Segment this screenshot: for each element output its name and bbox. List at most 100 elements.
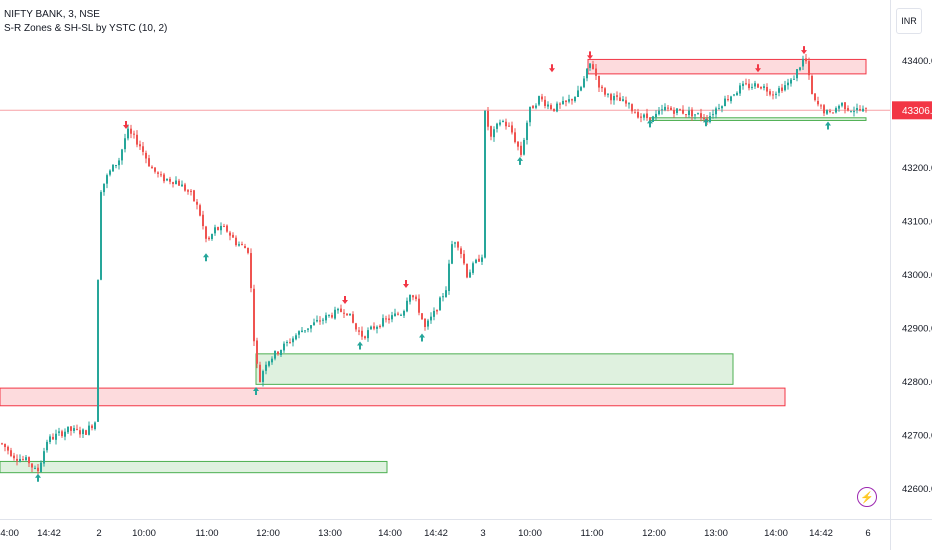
candle-153[interactable] bbox=[460, 248, 462, 254]
candle-150[interactable] bbox=[451, 244, 453, 264]
candle-270[interactable] bbox=[811, 75, 813, 94]
candle-193[interactable] bbox=[580, 87, 582, 91]
candle-104[interactable] bbox=[313, 322, 315, 326]
candle-16[interactable] bbox=[49, 436, 51, 443]
candle-184[interactable] bbox=[553, 108, 555, 111]
candle-107[interactable] bbox=[322, 319, 324, 321]
candle-205[interactable] bbox=[616, 95, 618, 97]
candle-97[interactable] bbox=[292, 338, 294, 343]
candle-227[interactable] bbox=[682, 109, 684, 114]
candle-262[interactable] bbox=[787, 82, 789, 86]
candle-77[interactable] bbox=[232, 234, 234, 238]
candle-63[interactable] bbox=[190, 190, 192, 192]
candle-245[interactable] bbox=[736, 92, 738, 96]
candle-286[interactable] bbox=[859, 109, 861, 111]
candle-94[interactable] bbox=[283, 343, 285, 351]
candle-274[interactable] bbox=[823, 105, 825, 114]
candle-285[interactable] bbox=[856, 108, 858, 111]
candle-210[interactable] bbox=[631, 104, 633, 112]
candle-91[interactable] bbox=[274, 350, 276, 359]
candle-29[interactable] bbox=[88, 425, 90, 435]
candle-185[interactable] bbox=[556, 103, 558, 112]
candle-20[interactable] bbox=[61, 431, 63, 437]
candle-163[interactable] bbox=[490, 126, 492, 137]
candle-276[interactable] bbox=[829, 110, 831, 112]
candle-70[interactable] bbox=[211, 234, 213, 240]
candle-191[interactable] bbox=[574, 97, 576, 102]
candle-43[interactable] bbox=[130, 128, 132, 134]
candle-66[interactable] bbox=[199, 205, 201, 216]
candle-253[interactable] bbox=[760, 86, 762, 89]
candle-95[interactable] bbox=[286, 342, 288, 344]
candle-87[interactable] bbox=[262, 371, 264, 382]
candle-232[interactable] bbox=[697, 113, 699, 115]
candle-202[interactable] bbox=[607, 93, 609, 95]
candle-261[interactable] bbox=[784, 85, 786, 91]
candle-269[interactable] bbox=[808, 61, 810, 76]
candle-117[interactable] bbox=[352, 314, 354, 323]
candle-55[interactable] bbox=[166, 178, 168, 181]
candle-83[interactable] bbox=[250, 253, 252, 289]
candle-108[interactable] bbox=[325, 315, 327, 321]
candle-179[interactable] bbox=[538, 96, 540, 105]
candle-32[interactable] bbox=[97, 280, 99, 422]
candle-102[interactable] bbox=[307, 328, 309, 330]
candle-45[interactable] bbox=[136, 134, 138, 145]
candle-131[interactable] bbox=[394, 313, 396, 317]
candle-7[interactable] bbox=[22, 459, 24, 461]
candle-41[interactable] bbox=[124, 138, 126, 150]
support-zone-0[interactable] bbox=[0, 460, 388, 474]
candle-186[interactable] bbox=[559, 103, 561, 105]
candle-200[interactable] bbox=[601, 86, 603, 89]
candle-204[interactable] bbox=[613, 96, 615, 101]
candle-160[interactable] bbox=[481, 257, 483, 262]
candle-233[interactable] bbox=[700, 113, 702, 118]
candle-273[interactable] bbox=[820, 105, 822, 107]
candle-248[interactable] bbox=[745, 83, 747, 85]
candle-90[interactable] bbox=[271, 358, 273, 363]
candle-69[interactable] bbox=[208, 237, 210, 240]
candle-176[interactable] bbox=[529, 106, 531, 123]
candle-242[interactable] bbox=[727, 99, 729, 101]
candle-37[interactable] bbox=[112, 164, 114, 172]
candle-215[interactable] bbox=[646, 113, 648, 119]
candle-2[interactable] bbox=[7, 446, 9, 451]
candle-271[interactable] bbox=[814, 93, 816, 101]
candle-133[interactable] bbox=[400, 314, 402, 316]
candle-35[interactable] bbox=[106, 175, 108, 184]
candle-147[interactable] bbox=[442, 296, 444, 298]
candle-266[interactable] bbox=[799, 67, 801, 70]
candle-124[interactable] bbox=[373, 326, 375, 329]
candle-119[interactable] bbox=[358, 330, 360, 332]
candle-125[interactable] bbox=[376, 326, 378, 329]
candle-198[interactable] bbox=[595, 68, 597, 76]
candle-244[interactable] bbox=[733, 94, 735, 96]
candle-53[interactable] bbox=[160, 174, 162, 176]
candle-130[interactable] bbox=[391, 315, 393, 320]
candle-278[interactable] bbox=[835, 108, 837, 113]
candle-128[interactable] bbox=[385, 318, 387, 320]
candle-31[interactable] bbox=[94, 422, 96, 430]
candle-168[interactable] bbox=[505, 121, 507, 127]
candle-4[interactable] bbox=[13, 455, 15, 459]
candle-247[interactable] bbox=[742, 83, 744, 87]
candle-92[interactable] bbox=[277, 351, 279, 355]
candle-283[interactable] bbox=[850, 111, 852, 113]
candle-34[interactable] bbox=[103, 183, 105, 193]
candle-143[interactable] bbox=[430, 316, 432, 321]
candle-157[interactable] bbox=[472, 263, 474, 273]
indicator-title[interactable]: S-R Zones & SH-SL by YSTC (10, 2) bbox=[4, 23, 168, 34]
candle-80[interactable] bbox=[241, 244, 243, 246]
candle-259[interactable] bbox=[778, 88, 780, 93]
candle-62[interactable] bbox=[187, 190, 189, 192]
candle-195[interactable] bbox=[586, 68, 588, 79]
candle-38[interactable] bbox=[115, 165, 117, 167]
candle-121[interactable] bbox=[364, 336, 366, 339]
candle-33[interactable] bbox=[100, 192, 102, 280]
candle-217[interactable] bbox=[652, 116, 654, 122]
candle-28[interactable] bbox=[85, 430, 87, 435]
support-zone-1[interactable] bbox=[255, 353, 734, 385]
candle-237[interactable] bbox=[712, 114, 714, 116]
candle-109[interactable] bbox=[328, 314, 330, 316]
candle-23[interactable] bbox=[70, 426, 72, 431]
